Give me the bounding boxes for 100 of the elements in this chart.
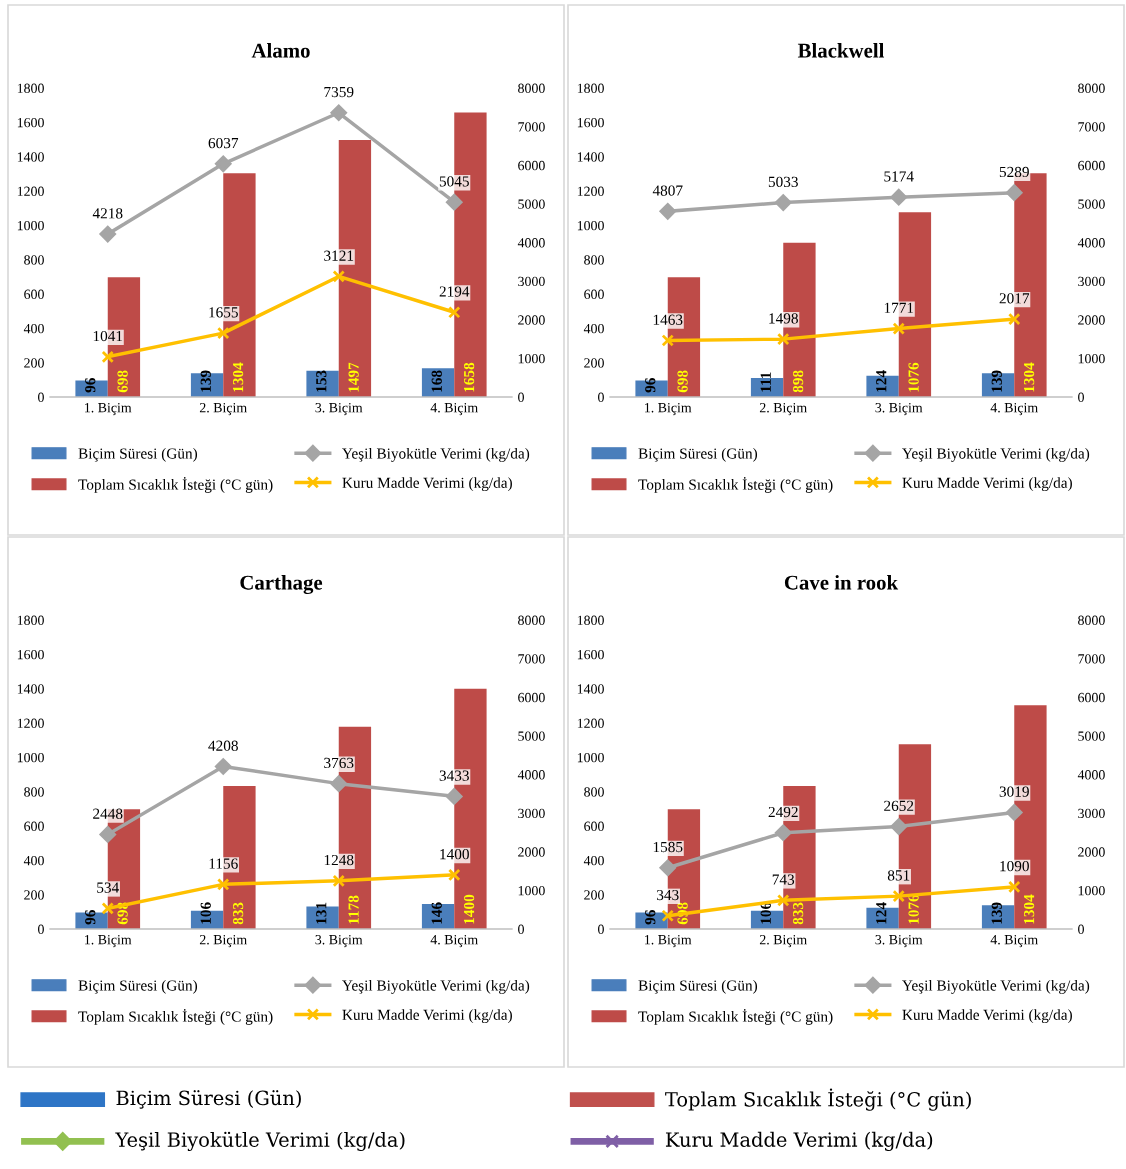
point bbox=[330, 775, 348, 792]
text: Biçim Süresi (Gün) bbox=[116, 1090, 301, 1109]
data-label: 1771 bbox=[884, 302, 914, 313]
y2-tick-label: 8000 bbox=[518, 83, 545, 93]
y-tick-label: 1600 bbox=[577, 649, 604, 660]
data-label: 96 bbox=[85, 378, 96, 393]
y2-tick-label: 8000 bbox=[1078, 615, 1105, 625]
y-tick-label: 1400 bbox=[17, 684, 44, 694]
y-tick-label: 1400 bbox=[17, 152, 44, 162]
data-label: 1498 bbox=[769, 313, 798, 324]
data-label: 3121 bbox=[324, 250, 354, 261]
legend-label: Kuru Madde Verimi (kg/da) bbox=[342, 1009, 512, 1024]
data-label: 1585 bbox=[653, 841, 683, 853]
y-tick-label: 600 bbox=[584, 821, 604, 831]
y-tick-label: 1200 bbox=[577, 718, 604, 728]
data-label: 5289 bbox=[999, 166, 1029, 178]
point bbox=[214, 155, 232, 173]
data-label: 1178 bbox=[348, 895, 359, 924]
point bbox=[659, 859, 677, 877]
point bbox=[99, 826, 117, 843]
y-tick-label: 0 bbox=[38, 392, 44, 402]
y-tick-label: 800 bbox=[584, 255, 604, 265]
data-label: 5174 bbox=[884, 171, 914, 182]
text: Yeşil Biyokütle Verimi (kg/da) bbox=[115, 1131, 405, 1152]
data-label: 139 bbox=[991, 370, 1002, 392]
y-tick-label: 1000 bbox=[17, 752, 44, 763]
data-label: 2017 bbox=[999, 293, 1030, 304]
data-label: 168 bbox=[431, 370, 442, 392]
point bbox=[217, 326, 230, 340]
x-tick-label: 2. Biçim bbox=[759, 935, 807, 948]
y2-tick-label: 4000 bbox=[517, 770, 545, 780]
y2-tick-label: 2000 bbox=[518, 847, 545, 857]
y-tick-label: 200 bbox=[24, 358, 44, 368]
y-tick-label: 1600 bbox=[577, 117, 604, 128]
y-tick-label: 400 bbox=[23, 323, 44, 334]
chart-title: Cave in rook bbox=[784, 574, 899, 590]
x-tick-label: 3. Biçim bbox=[315, 403, 363, 416]
y-tick-label: 1800 bbox=[577, 83, 604, 93]
y2-tick-label: 3000 bbox=[1078, 276, 1105, 287]
y-tick-label: 600 bbox=[584, 289, 604, 299]
y-tick-label: 0 bbox=[598, 924, 604, 934]
y2-tick-label: 0 bbox=[1078, 392, 1084, 402]
data-label: 2492 bbox=[768, 806, 798, 818]
data-label: 1090 bbox=[1000, 860, 1029, 872]
point bbox=[1005, 804, 1023, 821]
point bbox=[890, 818, 908, 835]
legend-label: Yeşil Biyokütle Verimi (kg/da) bbox=[902, 979, 1090, 994]
data-label: 1041 bbox=[93, 330, 123, 342]
y2-tick-label: 3000 bbox=[1078, 808, 1105, 819]
legend-label: Kuru Madde Verimi (kg/da) bbox=[342, 477, 512, 492]
data-label: 698 bbox=[677, 370, 688, 393]
y-tick-label: 1200 bbox=[17, 186, 44, 196]
y2-tick-label: 5000 bbox=[1078, 199, 1105, 209]
data-label: 1304 bbox=[232, 362, 244, 392]
y-tick-label: 400 bbox=[583, 855, 604, 866]
legend-label: Biçim Süresi (Gün) bbox=[638, 979, 758, 994]
x-tick-label: 4. Biçim bbox=[990, 935, 1038, 948]
point bbox=[777, 332, 790, 346]
x-tick-label: 1. Biçim bbox=[85, 935, 132, 948]
x-tick-label: 3. Biçim bbox=[875, 403, 923, 416]
data-label: 4807 bbox=[652, 185, 683, 196]
point bbox=[217, 878, 230, 891]
y2-tick-label: 5000 bbox=[1078, 731, 1105, 741]
legend-label: Biçim Süresi (Gün) bbox=[78, 447, 198, 462]
y2-tick-label: 0 bbox=[518, 392, 524, 402]
y2-tick-label: 0 bbox=[518, 924, 524, 934]
y-tick-label: 400 bbox=[583, 323, 604, 334]
point bbox=[445, 788, 463, 805]
x-tick-label: 3. Biçim bbox=[875, 935, 923, 948]
point bbox=[890, 188, 908, 206]
data-label: 1658 bbox=[463, 362, 475, 392]
data-label: 698 bbox=[117, 370, 128, 393]
x-tick-label: 3. Biçim bbox=[315, 935, 363, 948]
data-label: 1156 bbox=[209, 858, 238, 869]
data-label: 898 bbox=[792, 370, 804, 393]
legend-label: Kuru Madde Verimi (kg/da) bbox=[902, 477, 1072, 492]
y-tick-label: 600 bbox=[24, 821, 44, 831]
data-label: 96 bbox=[645, 910, 656, 925]
point bbox=[1008, 880, 1021, 894]
point bbox=[101, 902, 114, 915]
data-label: 5045 bbox=[439, 176, 469, 187]
x-tick-label: 2. Biçim bbox=[759, 403, 807, 416]
y2-tick-label: 4000 bbox=[1077, 238, 1105, 248]
y2-tick-label: 7000 bbox=[518, 654, 545, 664]
x-tick-label: 2. Biçim bbox=[199, 403, 247, 416]
data-label: 833 bbox=[232, 902, 244, 925]
data-label: 3763 bbox=[324, 757, 354, 769]
y2-tick-label: 6000 bbox=[1078, 160, 1105, 171]
data-label: 4218 bbox=[92, 208, 123, 219]
y-tick-label: 0 bbox=[598, 392, 604, 402]
y-tick-label: 1600 bbox=[17, 649, 44, 660]
data-label: 343 bbox=[657, 889, 679, 901]
data-label: 139 bbox=[200, 370, 211, 392]
data-label: 124 bbox=[876, 370, 887, 392]
point bbox=[774, 824, 792, 842]
y2-tick-label: 6000 bbox=[518, 160, 545, 171]
point bbox=[1008, 312, 1021, 326]
data-label: 2448 bbox=[93, 808, 123, 819]
legend-label: Toplam Sıcaklık İsteği (°C gün) bbox=[78, 477, 273, 493]
legend-label: Toplam Sıcaklık İsteği (°C gün) bbox=[638, 477, 833, 493]
